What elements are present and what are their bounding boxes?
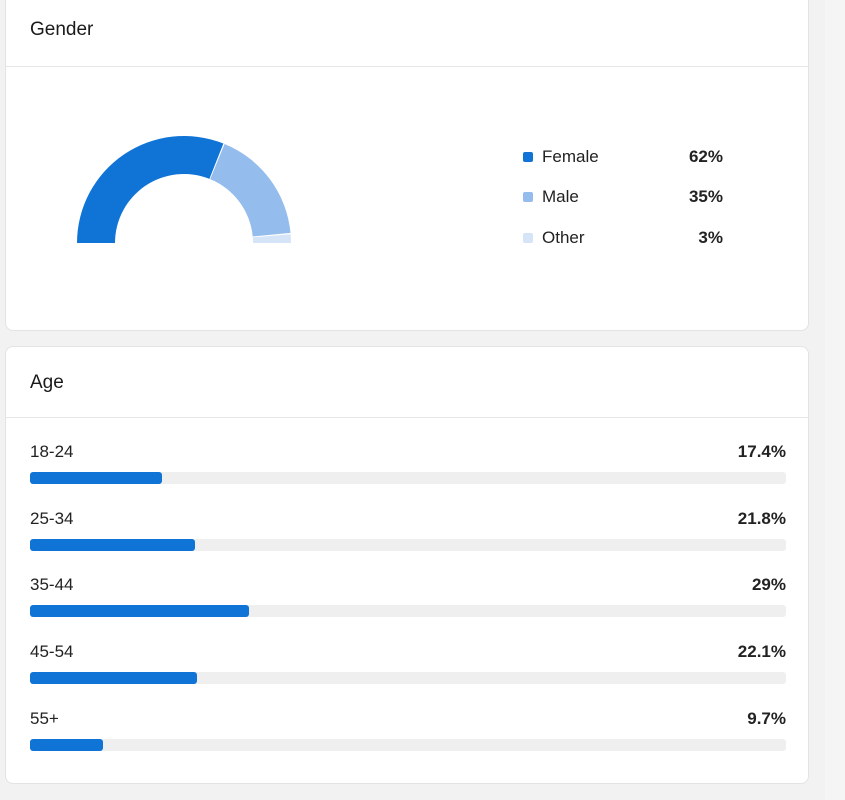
- legend-swatch-female: [523, 152, 533, 162]
- legend-label: Female: [542, 147, 599, 166]
- age-bar-track: [30, 672, 786, 684]
- donut-slice-male: [210, 143, 291, 237]
- age-bar-fill: [30, 472, 162, 484]
- age-bar-track: [30, 605, 786, 617]
- age-bar-track: [30, 739, 786, 751]
- donut-slice-female: [77, 136, 224, 243]
- age-bar-fill: [30, 539, 195, 551]
- legend-swatch-male: [523, 192, 533, 202]
- age-value: 22.1%: [737, 642, 786, 661]
- age-row-25-34: 25-34 21.8%: [30, 509, 786, 559]
- age-bar-track: [30, 539, 786, 551]
- legend-item-other: Other 3%: [523, 227, 723, 249]
- legend-value: 62%: [688, 147, 723, 166]
- age-label: 25-34: [30, 509, 74, 528]
- gender-card-header: Gender: [6, 0, 808, 67]
- gender-card: Gender Female 62% Male 35% Other 3%: [5, 0, 809, 331]
- age-value: 17.4%: [737, 442, 786, 461]
- age-label: 35-44: [30, 575, 74, 594]
- page-right-edge: [825, 0, 845, 800]
- donut-slice-other: [252, 234, 291, 243]
- age-title: Age: [30, 372, 64, 393]
- age-bar-fill: [30, 672, 198, 684]
- age-value: 29%: [751, 575, 786, 594]
- age-bar-fill: [30, 605, 250, 617]
- legend-item-male: Male 35%: [523, 186, 723, 208]
- age-card-header: Age: [6, 347, 808, 418]
- legend-value: 35%: [688, 187, 723, 206]
- age-label: 18-24: [30, 442, 74, 461]
- legend-label: Other: [542, 228, 585, 247]
- gender-half-donut-chart: [77, 136, 291, 243]
- age-value: 9.7%: [747, 709, 786, 728]
- age-row-35-44: 35-44 29%: [30, 575, 786, 625]
- legend-swatch-other: [523, 233, 533, 243]
- age-row-18-24: 18-24 17.4%: [30, 442, 786, 492]
- age-bar-fill: [30, 739, 104, 751]
- age-row-45-54: 45-54 22.1%: [30, 642, 786, 692]
- legend-item-female: Female 62%: [523, 146, 723, 168]
- legend-label: Male: [542, 187, 579, 206]
- age-label: 45-54: [30, 642, 74, 661]
- age-row-55-plus: 55+ 9.7%: [30, 709, 786, 759]
- age-bar-track: [30, 472, 786, 484]
- gender-title: Gender: [30, 19, 94, 40]
- age-card: Age 18-24 17.4% 25-34 21.8% 35-44 29% 45…: [5, 346, 809, 784]
- legend-value: 3%: [698, 228, 723, 247]
- age-label: 55+: [30, 709, 59, 728]
- age-value: 21.8%: [737, 509, 786, 528]
